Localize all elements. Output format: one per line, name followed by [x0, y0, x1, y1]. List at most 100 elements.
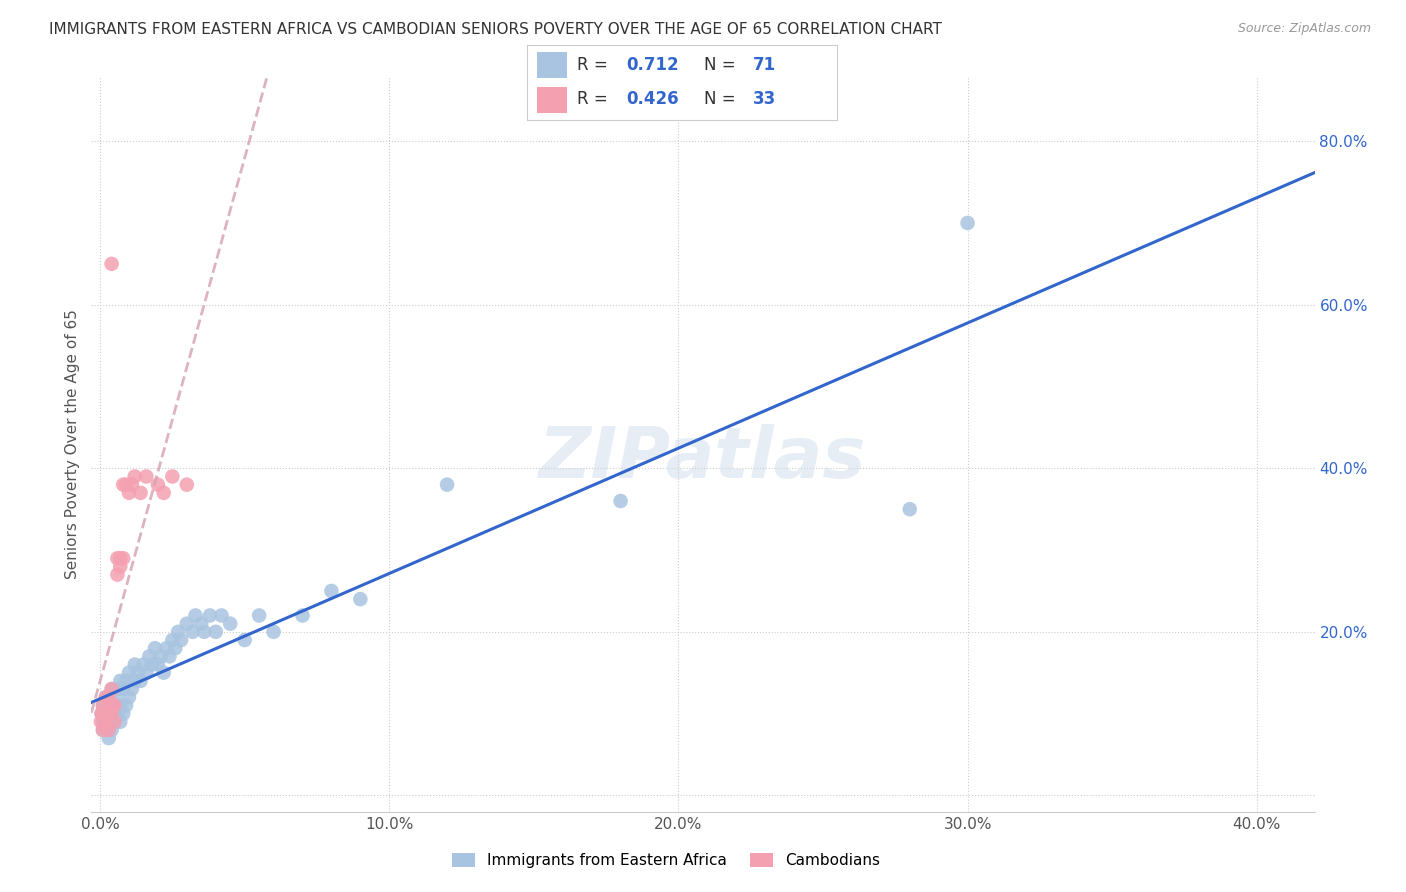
- Point: [110, 673, 132, 688]
- Point: [121, 477, 143, 491]
- Point: [94, 706, 117, 721]
- Point: [94, 690, 117, 705]
- Point: [118, 665, 141, 680]
- Point: [97, 698, 120, 713]
- Text: N =: N =: [703, 90, 741, 108]
- Point: [135, 665, 157, 680]
- Point: [97, 714, 120, 729]
- Point: [247, 608, 270, 623]
- Text: 71: 71: [754, 56, 776, 74]
- Point: [184, 608, 207, 623]
- Point: [146, 657, 169, 672]
- Point: [97, 706, 120, 721]
- Point: [149, 649, 172, 664]
- Point: [124, 469, 146, 483]
- Point: [97, 690, 120, 705]
- Point: [181, 624, 204, 639]
- Point: [91, 698, 114, 713]
- Point: [956, 216, 979, 230]
- Point: [100, 698, 122, 713]
- Point: [110, 559, 132, 574]
- Point: [176, 616, 198, 631]
- Point: [121, 681, 143, 696]
- Point: [94, 714, 117, 729]
- Point: [129, 485, 152, 500]
- Point: [110, 698, 132, 713]
- Bar: [537, 52, 568, 78]
- Text: ZIPatlas: ZIPatlas: [540, 424, 866, 493]
- Point: [898, 502, 921, 516]
- Point: [91, 698, 114, 713]
- Point: [291, 608, 314, 623]
- Point: [90, 706, 112, 721]
- Point: [115, 698, 138, 713]
- Text: 0.712: 0.712: [626, 56, 679, 74]
- Point: [115, 673, 138, 688]
- Text: R =: R =: [576, 56, 613, 74]
- Point: [107, 551, 129, 566]
- Point: [219, 616, 242, 631]
- Point: [263, 624, 285, 639]
- Point: [162, 469, 184, 483]
- Text: R =: R =: [576, 90, 613, 108]
- Point: [97, 731, 120, 746]
- Point: [198, 608, 221, 623]
- Point: [204, 624, 226, 639]
- Point: [100, 706, 122, 721]
- Point: [103, 690, 125, 705]
- Point: [107, 698, 129, 713]
- Point: [103, 698, 125, 713]
- Text: 0.426: 0.426: [626, 90, 679, 108]
- Point: [91, 714, 114, 729]
- Point: [94, 706, 117, 721]
- Point: [155, 641, 177, 656]
- Point: [609, 494, 631, 508]
- Point: [127, 665, 149, 680]
- Point: [349, 592, 371, 607]
- Point: [107, 681, 129, 696]
- Point: [100, 706, 122, 721]
- Point: [118, 485, 141, 500]
- Point: [103, 714, 125, 729]
- Text: 33: 33: [754, 90, 776, 108]
- Point: [110, 551, 132, 566]
- Point: [91, 706, 114, 721]
- Point: [107, 706, 129, 721]
- Point: [152, 665, 174, 680]
- Point: [132, 657, 155, 672]
- Point: [100, 681, 122, 696]
- Point: [436, 477, 458, 491]
- Point: [115, 477, 138, 491]
- Point: [100, 698, 122, 713]
- Point: [97, 723, 120, 737]
- Point: [124, 673, 146, 688]
- Point: [193, 624, 215, 639]
- Text: IMMIGRANTS FROM EASTERN AFRICA VS CAMBODIAN SENIORS POVERTY OVER THE AGE OF 65 C: IMMIGRANTS FROM EASTERN AFRICA VS CAMBOD…: [49, 22, 942, 37]
- Point: [112, 551, 135, 566]
- Point: [90, 706, 112, 721]
- Point: [100, 257, 122, 271]
- Point: [124, 657, 146, 672]
- Point: [118, 690, 141, 705]
- Point: [103, 714, 125, 729]
- Point: [159, 649, 181, 664]
- Point: [167, 624, 190, 639]
- Point: [103, 706, 125, 721]
- Point: [170, 633, 193, 648]
- Point: [143, 641, 166, 656]
- Point: [112, 477, 135, 491]
- Legend: Immigrants from Eastern Africa, Cambodians: Immigrants from Eastern Africa, Cambodia…: [446, 847, 886, 874]
- Point: [94, 723, 117, 737]
- Point: [146, 477, 169, 491]
- Point: [100, 723, 122, 737]
- Point: [94, 690, 117, 705]
- Point: [91, 723, 114, 737]
- Point: [129, 673, 152, 688]
- Point: [233, 633, 256, 648]
- Point: [97, 690, 120, 705]
- Point: [152, 485, 174, 500]
- Point: [97, 706, 120, 721]
- Point: [91, 723, 114, 737]
- Point: [100, 681, 122, 696]
- Point: [138, 649, 160, 664]
